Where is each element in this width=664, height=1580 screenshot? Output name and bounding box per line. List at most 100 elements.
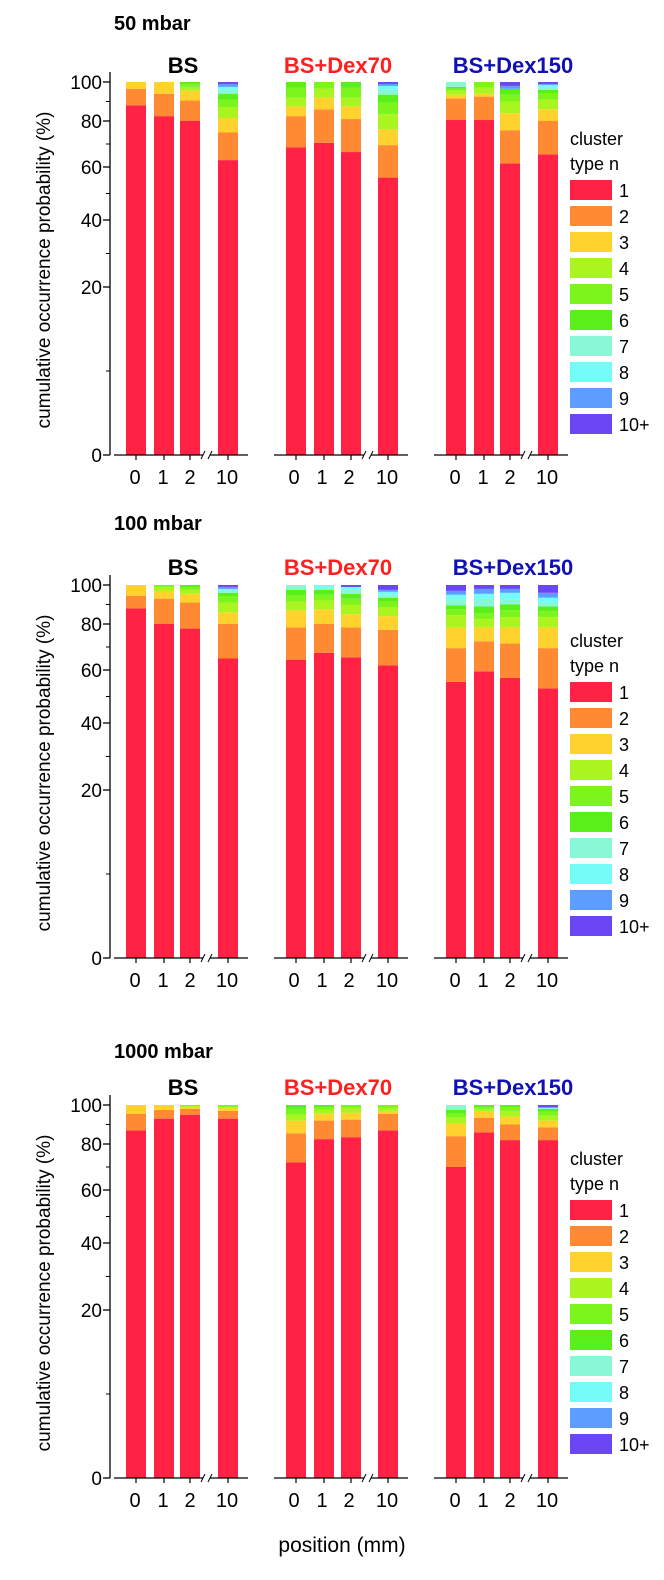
bar-segment-6 bbox=[341, 82, 361, 88]
bar-segment-5 bbox=[286, 87, 306, 98]
legend-label: 7 bbox=[619, 839, 629, 859]
legend-title: cluster bbox=[570, 129, 623, 149]
bar-segment-5 bbox=[538, 93, 558, 100]
bar-segment-3 bbox=[378, 1110, 398, 1114]
bar-stack bbox=[538, 1105, 558, 1478]
bar-stack bbox=[286, 585, 306, 958]
bar-segment-1 bbox=[500, 677, 520, 958]
x-tick-label: 1 bbox=[157, 467, 168, 489]
bar-segment-4 bbox=[500, 617, 520, 628]
bar-segment-2 bbox=[180, 1108, 200, 1115]
bar-segment-10+ bbox=[446, 585, 466, 591]
bar-segment-1 bbox=[378, 1130, 398, 1478]
group-title: BS+Dex150 bbox=[453, 1075, 573, 1100]
bar-segment-6 bbox=[218, 93, 238, 100]
x-tick-label: 10 bbox=[536, 970, 558, 992]
bar-segment-1 bbox=[154, 1118, 174, 1478]
bar-segment-9 bbox=[218, 586, 238, 589]
bar-segment-8 bbox=[474, 593, 494, 599]
axis-break bbox=[200, 450, 206, 460]
bar-segment-1 bbox=[500, 1140, 520, 1478]
legend-swatch bbox=[570, 1356, 612, 1376]
bar-segment-3 bbox=[446, 627, 466, 649]
bar-segment-1 bbox=[286, 1162, 306, 1478]
bar-segment-8 bbox=[500, 592, 520, 600]
bar-segment-3 bbox=[154, 1105, 174, 1110]
bar-segment-6 bbox=[446, 605, 466, 610]
bar-segment-5 bbox=[314, 82, 334, 89]
bar-segment-5 bbox=[180, 83, 200, 87]
panel-title: 1000 mbar bbox=[114, 1041, 213, 1063]
bar-stack bbox=[180, 585, 200, 958]
bar-stack bbox=[378, 82, 398, 455]
bar-segment-9 bbox=[378, 83, 398, 86]
bar-segment-2 bbox=[538, 648, 558, 689]
bar-segment-6 bbox=[538, 1108, 558, 1112]
bar-segment-9 bbox=[446, 590, 466, 595]
bar-segment-7 bbox=[538, 602, 558, 607]
legend-label: 1 bbox=[619, 181, 629, 201]
legend-label: 8 bbox=[619, 865, 629, 885]
bar-segment-1 bbox=[538, 688, 558, 958]
bar-segment-4 bbox=[154, 586, 174, 591]
bar-segment-4 bbox=[378, 1107, 398, 1111]
y-tick-label: 40 bbox=[81, 211, 102, 232]
panel-1: 100 mbar cumulative occurrence probabilit… bbox=[34, 513, 650, 992]
y-tick-label: 20 bbox=[81, 781, 102, 802]
legend-label: 7 bbox=[619, 1357, 629, 1377]
bar-stack bbox=[538, 82, 558, 455]
legend-label: 7 bbox=[619, 337, 629, 357]
bar-segment-9 bbox=[538, 1106, 558, 1108]
bar-stack bbox=[341, 1105, 361, 1478]
y-axis-label: cumulative occurrence probability (%) bbox=[34, 615, 55, 932]
legend-swatch bbox=[570, 388, 612, 408]
legend-label: 9 bbox=[619, 1409, 629, 1429]
bar-segment-2 bbox=[538, 121, 558, 155]
bar-stack bbox=[126, 585, 146, 958]
bar-segment-4 bbox=[180, 589, 200, 594]
bar-segment-6 bbox=[474, 1105, 494, 1107]
bar-segment-3 bbox=[180, 593, 200, 603]
bar-segment-9 bbox=[538, 83, 558, 85]
bar-segment-1 bbox=[474, 671, 494, 958]
bar-segment-9 bbox=[538, 592, 558, 598]
x-tick-label: 2 bbox=[343, 467, 354, 489]
legend-label: 3 bbox=[619, 1253, 629, 1273]
bar-segment-8 bbox=[341, 586, 361, 590]
legend-title: type n bbox=[570, 656, 619, 676]
bar-segment-3 bbox=[286, 1120, 306, 1134]
legend-swatch bbox=[570, 708, 612, 728]
y-tick-label: 20 bbox=[81, 278, 102, 299]
y-tick-label: 0 bbox=[91, 1469, 102, 1490]
bar-segment-4 bbox=[218, 1106, 238, 1108]
bar-segment-5 bbox=[446, 1113, 466, 1118]
bar-segment-8 bbox=[446, 594, 466, 600]
legend-label: 4 bbox=[619, 761, 629, 781]
bar-segment-2 bbox=[474, 96, 494, 121]
bar-segment-6 bbox=[378, 597, 398, 602]
bar-segment-2 bbox=[154, 598, 174, 624]
bar-segment-1 bbox=[314, 652, 334, 958]
bar-segment-6 bbox=[314, 1105, 334, 1107]
bar-segment-4 bbox=[218, 107, 238, 119]
bar-segment-6 bbox=[446, 1109, 466, 1114]
legend-title: cluster bbox=[570, 631, 623, 651]
legend-swatch bbox=[570, 1434, 612, 1454]
x-axis-label: position (mm) bbox=[278, 1534, 405, 1557]
bar-segment-3 bbox=[538, 1120, 558, 1128]
bar-segment-3 bbox=[314, 609, 334, 624]
legend-label: 3 bbox=[619, 233, 629, 253]
bar-segment-5 bbox=[218, 596, 238, 603]
bar-segment-3 bbox=[378, 129, 398, 146]
x-tick-label: 10 bbox=[216, 970, 238, 992]
bar-stack bbox=[154, 82, 174, 455]
bar-segment-1 bbox=[286, 147, 306, 455]
bar-segment-3 bbox=[218, 1107, 238, 1111]
bar-segment-2 bbox=[446, 98, 466, 121]
bar-segment-5 bbox=[446, 609, 466, 616]
legend-swatch bbox=[570, 890, 612, 910]
panel-0: 50 mbar cumulative occurrence probability… bbox=[34, 13, 650, 489]
bar-segment-5 bbox=[378, 102, 398, 115]
bar-segment-3 bbox=[538, 109, 558, 121]
bar-segment-7 bbox=[446, 599, 466, 606]
